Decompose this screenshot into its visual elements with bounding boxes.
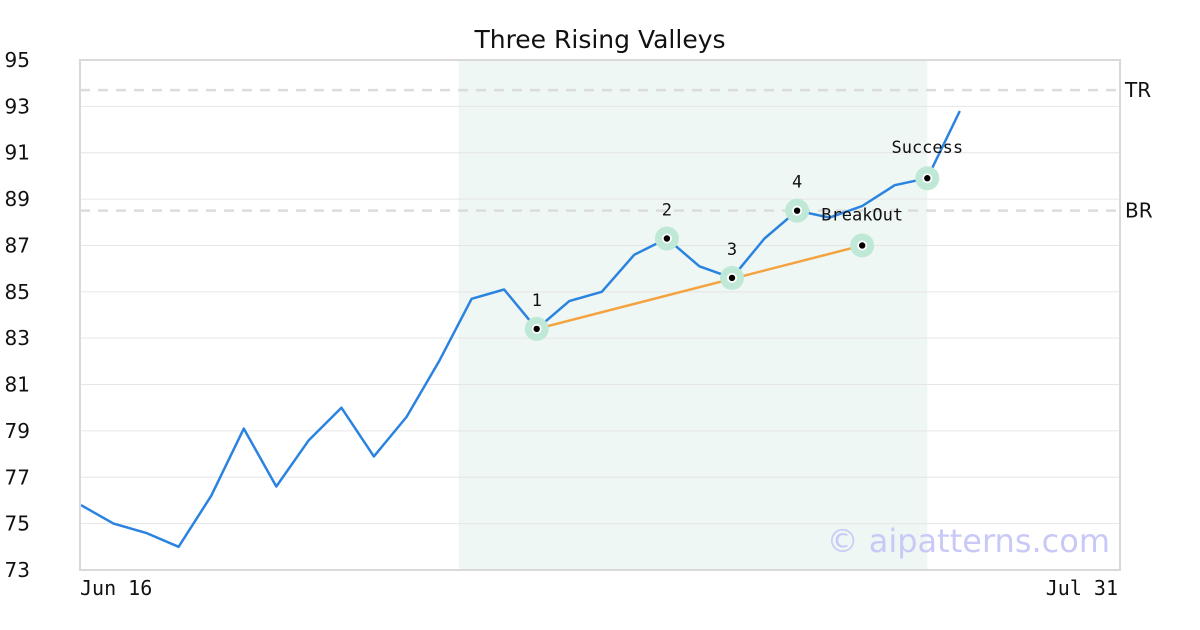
point-label: Success <box>891 138 963 158</box>
x-tick-end: Jul 31 <box>1046 576 1118 600</box>
reference-line-label: BR <box>1125 199 1153 223</box>
y-tick-label: 73 <box>5 558 30 582</box>
point-label: 2 <box>662 201 672 221</box>
y-axis-ticks: 73 75 77 79 81 83 85 87 89 91 93 95 <box>5 48 30 582</box>
reference-line-label: TR <box>1124 78 1151 102</box>
chart-title: Three Rising Valleys <box>473 25 725 54</box>
support-line <box>536 244 863 331</box>
y-tick-label: 87 <box>5 233 30 257</box>
y-tick-label: 79 <box>5 419 30 443</box>
watermark: © aipatterns.com <box>827 522 1110 560</box>
pattern-markers: 1 2 3 4 BreakOut Success <box>524 138 963 341</box>
y-tick-label: 81 <box>5 373 30 397</box>
y-tick-label: 77 <box>5 465 30 489</box>
x-tick-start: Jun 16 <box>80 576 152 600</box>
point-label: 1 <box>532 291 542 311</box>
highlight-region <box>458 60 928 570</box>
point-label: 3 <box>727 240 737 260</box>
plot-frame <box>79 59 1121 571</box>
y-tick-label: 85 <box>5 280 30 304</box>
y-tick-label: 91 <box>5 141 30 165</box>
point-label: BreakOut <box>821 205 903 225</box>
marker-dot <box>859 242 866 249</box>
marker-dot <box>728 274 736 282</box>
y-tick-label: 89 <box>5 187 30 211</box>
price-line <box>80 110 961 549</box>
marker-dot <box>533 325 540 333</box>
point-label: 4 <box>792 173 802 193</box>
marker-dot <box>924 175 931 182</box>
y-tick-label: 95 <box>5 48 30 72</box>
y-tick-label: 83 <box>5 326 30 350</box>
marker-dot <box>663 235 671 242</box>
marker-dot <box>793 207 801 214</box>
reference-lines: TR BR <box>80 78 1153 223</box>
y-tick-label: 93 <box>5 94 30 118</box>
y-tick-label: 75 <box>5 512 30 536</box>
